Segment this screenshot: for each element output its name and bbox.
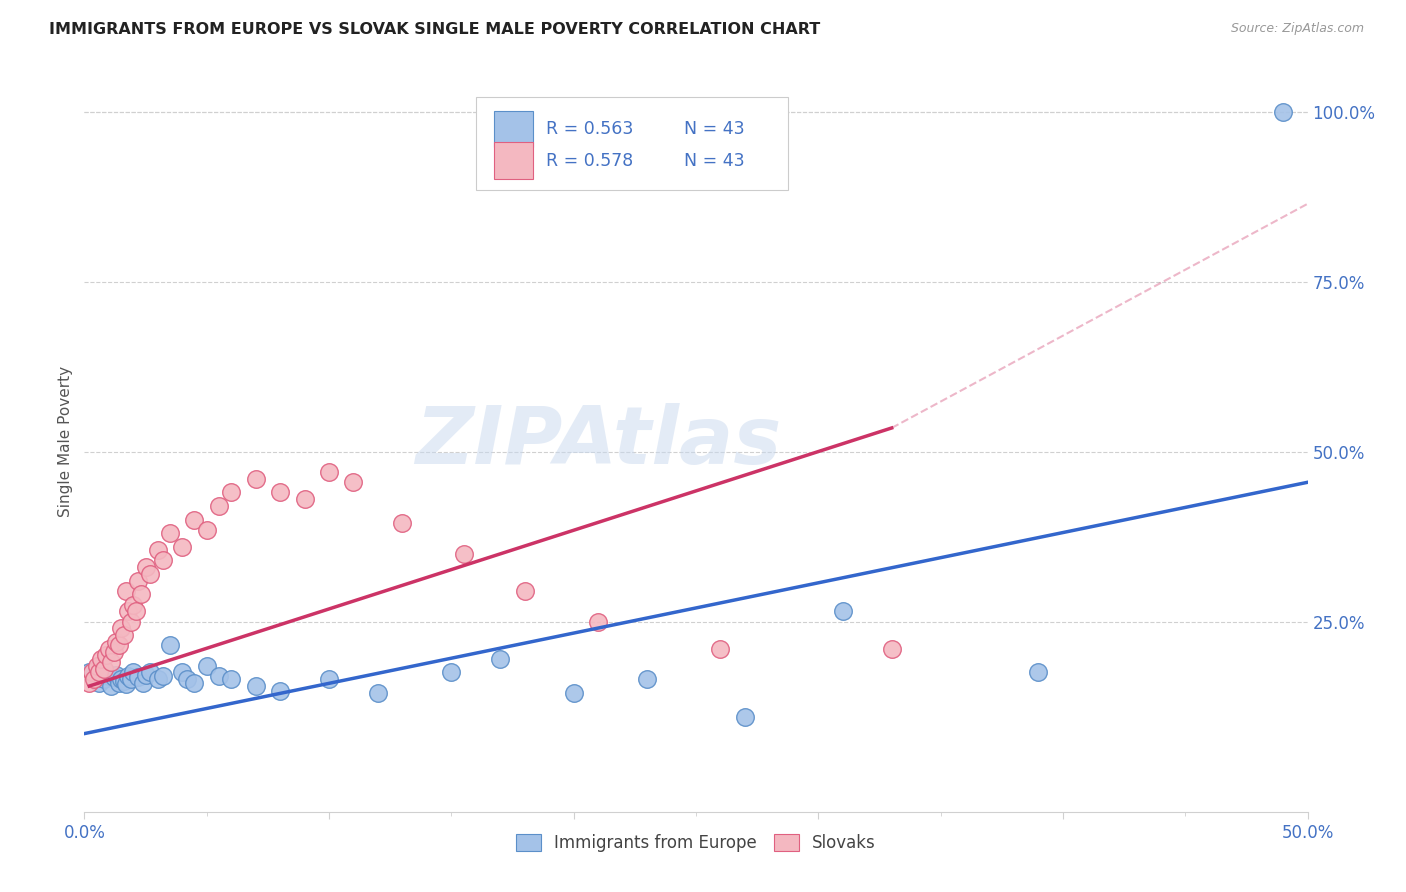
Point bbox=[100, 655, 122, 669]
Point bbox=[127, 574, 149, 588]
Point bbox=[709, 641, 731, 656]
Point bbox=[831, 604, 853, 618]
Point bbox=[342, 475, 364, 490]
Point bbox=[172, 540, 194, 554]
Point bbox=[135, 667, 157, 681]
Point bbox=[86, 658, 108, 673]
Point bbox=[110, 673, 132, 687]
Point bbox=[176, 673, 198, 687]
Point bbox=[122, 665, 145, 680]
Point bbox=[77, 665, 100, 680]
Point bbox=[269, 485, 291, 500]
Text: R = 0.563: R = 0.563 bbox=[546, 120, 633, 137]
Point bbox=[93, 673, 115, 687]
Point bbox=[120, 673, 142, 687]
Point bbox=[219, 485, 242, 500]
Point bbox=[734, 709, 756, 723]
Point bbox=[115, 677, 138, 691]
Point bbox=[159, 526, 181, 541]
FancyBboxPatch shape bbox=[475, 97, 787, 190]
Point bbox=[117, 604, 139, 618]
Point bbox=[127, 670, 149, 684]
Point bbox=[96, 665, 118, 680]
Point bbox=[90, 652, 112, 666]
Point bbox=[453, 547, 475, 561]
Point bbox=[146, 543, 169, 558]
Point bbox=[152, 669, 174, 683]
Point bbox=[513, 584, 536, 599]
FancyBboxPatch shape bbox=[494, 143, 533, 178]
Point bbox=[318, 465, 340, 479]
Text: N = 43: N = 43 bbox=[683, 152, 744, 169]
Point bbox=[103, 645, 125, 659]
Text: R = 0.578: R = 0.578 bbox=[546, 152, 633, 169]
Point bbox=[112, 674, 135, 689]
Point bbox=[139, 566, 162, 581]
Point bbox=[208, 499, 231, 513]
Point bbox=[440, 665, 463, 680]
Point bbox=[96, 648, 118, 663]
Point bbox=[107, 638, 129, 652]
Legend: Immigrants from Europe, Slovaks: Immigrants from Europe, Slovaks bbox=[509, 828, 883, 859]
Point bbox=[219, 673, 242, 687]
Point bbox=[183, 513, 205, 527]
Point bbox=[318, 673, 340, 687]
Point bbox=[880, 641, 903, 656]
Text: N = 43: N = 43 bbox=[683, 120, 744, 137]
Point bbox=[132, 675, 155, 690]
Point bbox=[83, 673, 105, 687]
Point bbox=[93, 662, 115, 676]
Point bbox=[245, 472, 267, 486]
Point bbox=[97, 641, 120, 656]
Point bbox=[110, 621, 132, 635]
Point bbox=[1028, 665, 1050, 680]
Point bbox=[562, 686, 585, 700]
Point bbox=[117, 669, 139, 683]
Point bbox=[105, 635, 128, 649]
FancyBboxPatch shape bbox=[494, 111, 533, 147]
Point bbox=[294, 492, 316, 507]
Point bbox=[159, 638, 181, 652]
Point bbox=[77, 675, 100, 690]
Point bbox=[146, 673, 169, 687]
Point bbox=[105, 667, 128, 681]
Point bbox=[1272, 105, 1295, 120]
Point bbox=[172, 665, 194, 680]
Point bbox=[152, 553, 174, 567]
Point bbox=[208, 669, 231, 683]
Point bbox=[100, 679, 122, 693]
Point bbox=[120, 615, 142, 629]
Point bbox=[107, 675, 129, 690]
Point bbox=[87, 665, 110, 680]
Point bbox=[245, 679, 267, 693]
Text: Source: ZipAtlas.com: Source: ZipAtlas.com bbox=[1230, 22, 1364, 36]
Point bbox=[125, 604, 148, 618]
Point bbox=[183, 675, 205, 690]
Point bbox=[195, 658, 218, 673]
Point bbox=[129, 587, 152, 601]
Point bbox=[367, 686, 389, 700]
Point bbox=[83, 673, 105, 687]
Point bbox=[115, 584, 138, 599]
Point bbox=[122, 598, 145, 612]
Point bbox=[135, 560, 157, 574]
Point bbox=[103, 670, 125, 684]
Text: ZIPAtlas: ZIPAtlas bbox=[415, 402, 782, 481]
Text: IMMIGRANTS FROM EUROPE VS SLOVAK SINGLE MALE POVERTY CORRELATION CHART: IMMIGRANTS FROM EUROPE VS SLOVAK SINGLE … bbox=[49, 22, 821, 37]
Point bbox=[80, 665, 103, 680]
Point bbox=[86, 662, 108, 676]
Point bbox=[391, 516, 413, 530]
Point bbox=[636, 673, 658, 687]
Point bbox=[139, 665, 162, 680]
Point bbox=[90, 669, 112, 683]
Point bbox=[489, 652, 512, 666]
Y-axis label: Single Male Poverty: Single Male Poverty bbox=[58, 366, 73, 517]
Point bbox=[87, 675, 110, 690]
Point bbox=[195, 523, 218, 537]
Point bbox=[112, 628, 135, 642]
Point bbox=[97, 669, 120, 683]
Point bbox=[269, 683, 291, 698]
Point bbox=[586, 615, 609, 629]
